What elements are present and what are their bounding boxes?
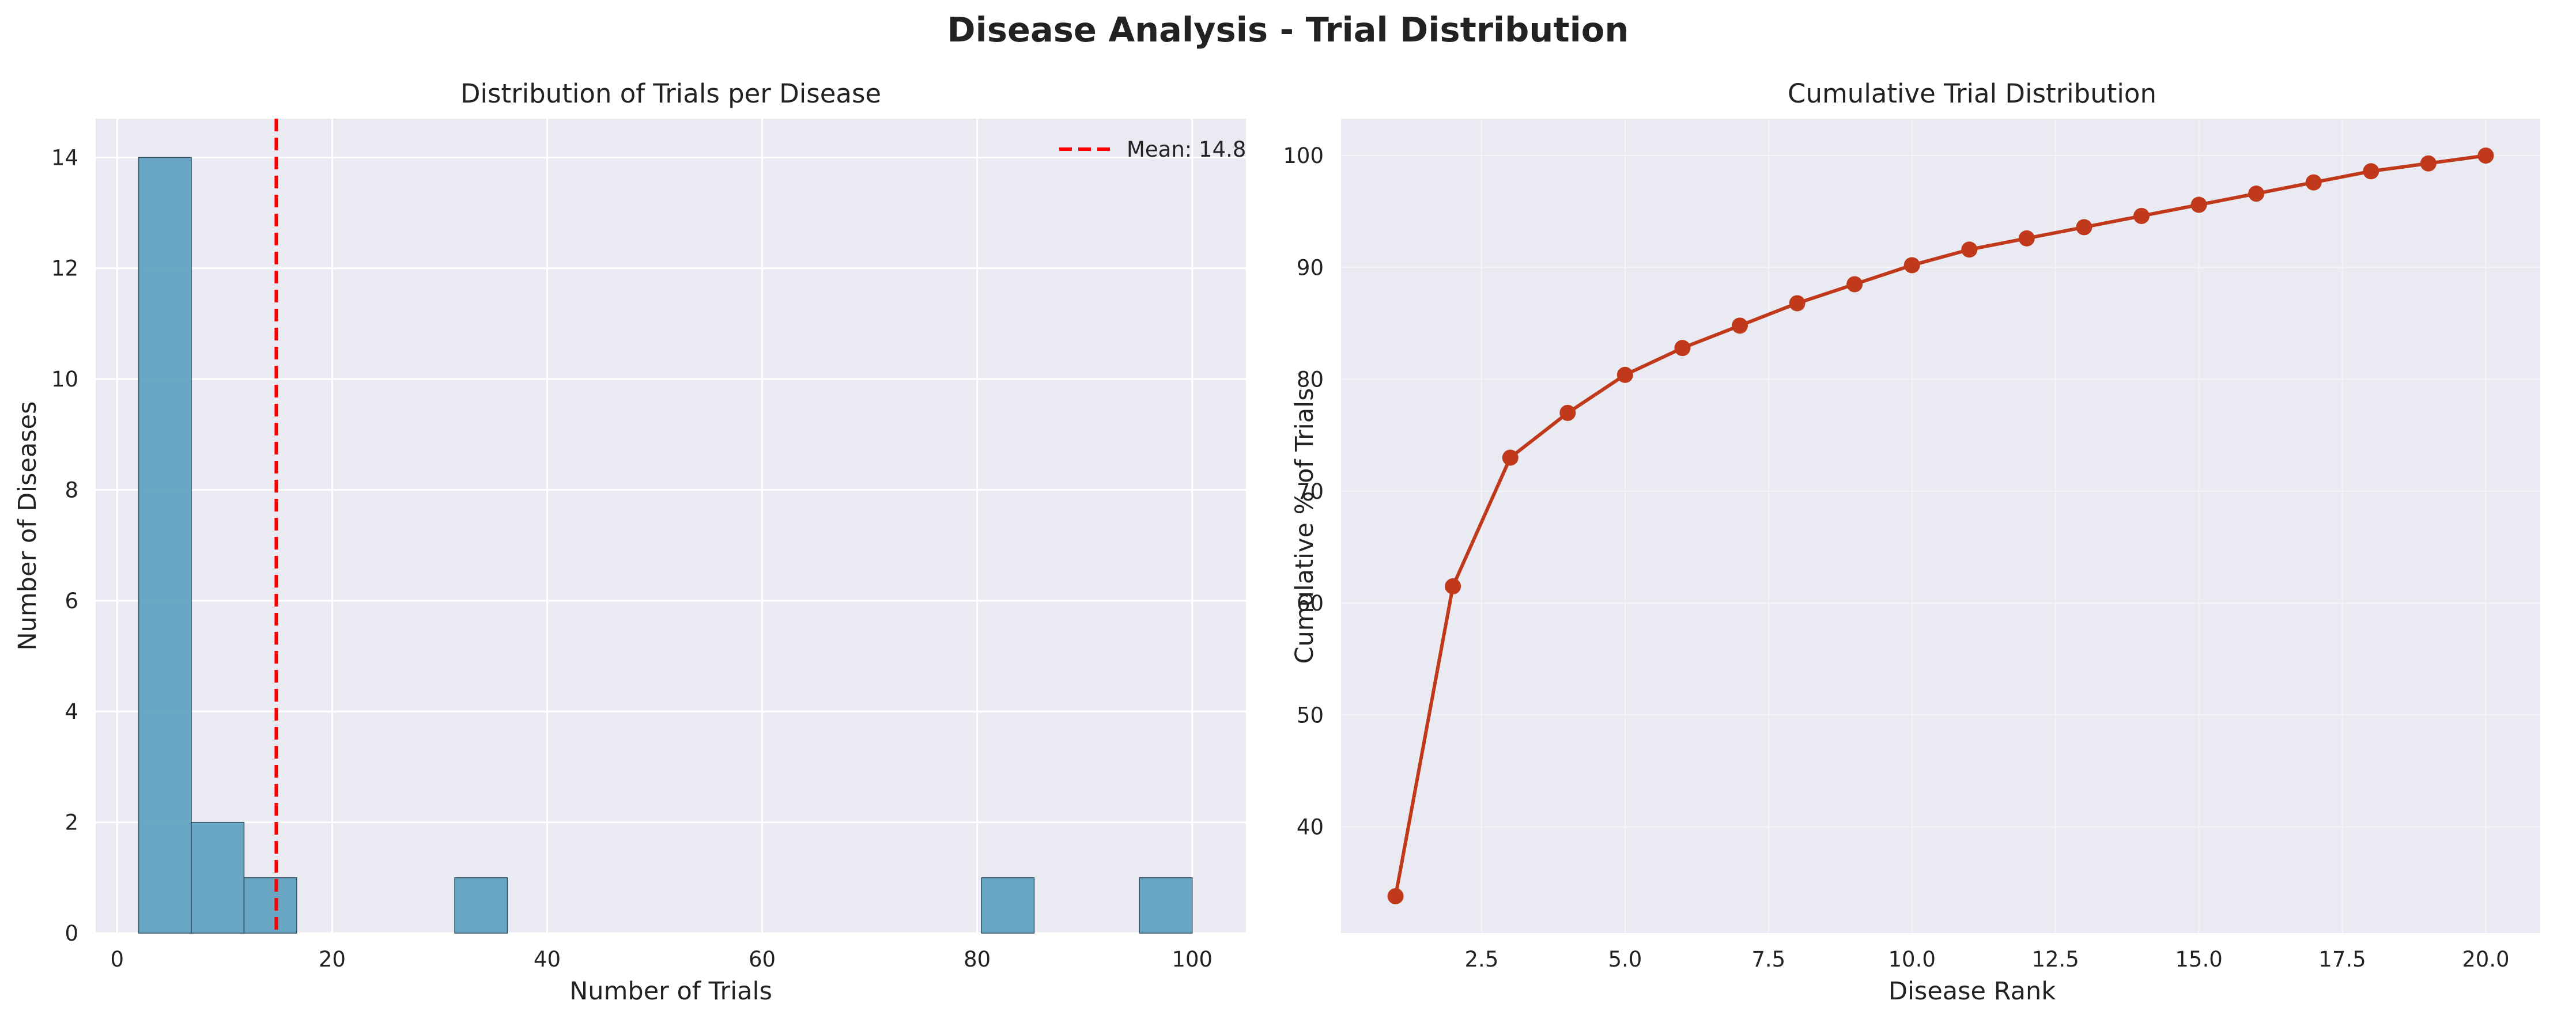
histogram-x-tick-label: 80 — [964, 947, 991, 972]
histogram-bars — [138, 157, 1193, 934]
histogram-plot-area — [96, 119, 1246, 933]
cumulative-data-point — [1903, 257, 1920, 274]
histogram-panel: 0 20 40 60 80 100 0 2 4 6 8 10 12 14 Distribution of… — [13, 78, 1246, 1006]
histogram-x-axis-label: Number of Trials — [569, 977, 772, 1006]
histogram-x-tick-label: 100 — [1172, 947, 1213, 972]
cumulative-data-point — [2076, 219, 2092, 236]
cumulative-data-point — [2248, 185, 2265, 202]
histogram-x-ticks: 0 20 40 60 80 100 — [111, 947, 1213, 972]
histogram-y-tick-label: 6 — [65, 589, 78, 613]
cumulative-data-point — [2305, 174, 2322, 191]
cumulative-x-tick-label: 10.0 — [1888, 947, 1936, 972]
cumulative-x-tick-label: 5.0 — [1608, 947, 1642, 972]
histogram-y-tick-label: 14 — [51, 145, 78, 170]
cumulative-x-tick-label: 20.0 — [2462, 947, 2509, 972]
cumulative-y-tick-label: 100 — [1283, 143, 1324, 168]
cumulative-data-point — [1789, 295, 1806, 312]
cumulative-plot-area — [1341, 119, 2540, 933]
histogram-bar — [191, 821, 245, 934]
cumulative-x-tick-label: 12.5 — [2031, 947, 2079, 972]
cumulative-data-point — [2477, 147, 2494, 164]
histogram-legend: Mean: 14.8 — [1059, 137, 1246, 162]
cumulative-x-tick-label: 7.5 — [1751, 947, 1785, 972]
cumulative-y-tick-label: 60 — [1297, 591, 1324, 616]
histogram-y-tick-label: 10 — [51, 367, 78, 392]
cumulative-title: Cumulative Trial Distribution — [1788, 78, 2156, 109]
cumulative-data-point — [1445, 578, 1461, 594]
cumulative-data-point — [2363, 163, 2379, 180]
histogram-bar — [454, 877, 508, 934]
histogram-bar — [1139, 877, 1193, 934]
cumulative-data-point — [1674, 340, 1691, 357]
cumulative-y-tick-label: 40 — [1297, 814, 1324, 839]
histogram-x-tick-label: 0 — [111, 947, 124, 972]
cumulative-gridlines — [1341, 119, 2540, 933]
histogram-gridlines — [96, 119, 1246, 934]
histogram-y-axis-label: Number of Diseases — [13, 401, 42, 650]
histogram-x-tick-label: 20 — [319, 947, 346, 972]
histogram-bar — [243, 877, 297, 934]
cumulative-x-tick-label: 15.0 — [2175, 947, 2222, 972]
histogram-x-tick-label: 60 — [749, 947, 776, 972]
cumulative-data-point — [1502, 449, 1519, 466]
cumulative-data-point — [1732, 317, 1748, 334]
cumulative-y-tick-label: 90 — [1297, 255, 1324, 280]
histogram-y-tick-label: 8 — [65, 478, 78, 502]
cumulative-data-point — [2190, 196, 2207, 213]
legend-mean-label: Mean: 14.8 — [1127, 137, 1246, 162]
cumulative-data-point — [1387, 888, 1404, 904]
cumulative-y-tick-label: 80 — [1297, 367, 1324, 392]
histogram-y-tick-label: 12 — [51, 256, 78, 281]
cumulative-x-tick-label: 2.5 — [1465, 947, 1499, 972]
cumulative-y-tick-label: 50 — [1297, 703, 1324, 728]
cumulative-data-point — [2133, 207, 2150, 224]
cumulative-y-tick-label: 70 — [1297, 479, 1324, 504]
cumulative-x-tick-label: 17.5 — [2318, 947, 2366, 972]
histogram-x-tick-label: 40 — [534, 947, 561, 972]
histogram-title: Distribution of Trials per Disease — [460, 78, 881, 109]
cumulative-series-markers — [1387, 147, 2494, 904]
cumulative-data-point — [1961, 241, 1978, 258]
histogram-y-ticks: 0 2 4 6 8 10 12 14 — [51, 145, 78, 946]
histogram-bar — [981, 877, 1035, 934]
cumulative-data-point — [2420, 155, 2437, 172]
cumulative-y-axis-label: Cumulative % of Trials — [1290, 388, 1319, 664]
cumulative-data-point — [1559, 404, 1576, 421]
figure-suptitle: Disease Analysis - Trial Distribution — [947, 10, 1629, 50]
cumulative-panel: 2.5 5.0 7.5 10.0 12.5 15.0 17.5 20.0 40 50 60 70 80… — [1283, 78, 2540, 1006]
histogram-y-tick-label: 0 — [65, 921, 78, 946]
histogram-y-tick-label: 2 — [65, 810, 78, 835]
histogram-bar — [138, 157, 192, 934]
cumulative-data-point — [2018, 230, 2035, 247]
cumulative-series-line — [1393, 154, 2486, 897]
cumulative-x-axis-label: Disease Rank — [1888, 977, 2056, 1006]
histogram-y-tick-label: 4 — [65, 699, 78, 724]
cumulative-data-point — [1846, 276, 1863, 293]
cumulative-y-ticks: 40 50 60 70 80 90 100 — [1283, 143, 1324, 839]
cumulative-data-point — [1616, 366, 1633, 383]
cumulative-x-ticks: 2.5 5.0 7.5 10.0 12.5 15.0 17.5 20.0 — [1465, 947, 2510, 972]
